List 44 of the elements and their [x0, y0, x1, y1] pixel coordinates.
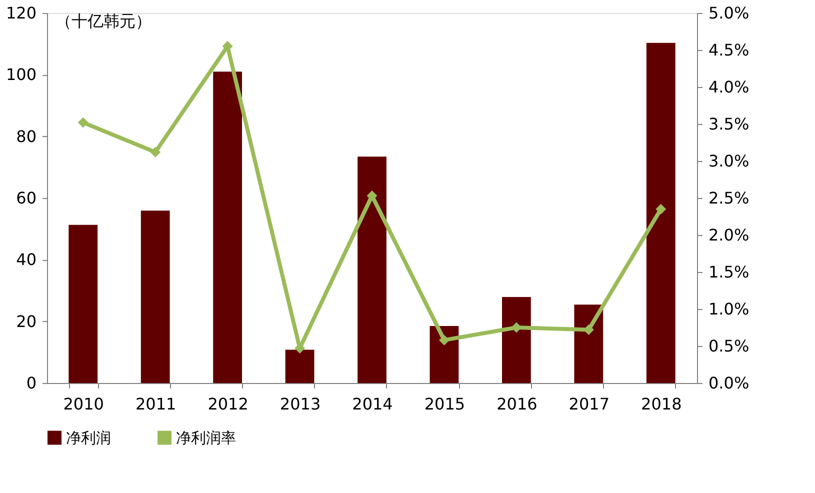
- y2-tick-label: 0.5%: [708, 336, 750, 356]
- point: [150, 146, 161, 158]
- y2-tick-label: 3.0%: [708, 152, 750, 170]
- y-tick-label: 0: [26, 374, 36, 392]
- bar: [213, 72, 242, 383]
- bar: [285, 350, 314, 383]
- y2-tick-label: 2.5%: [708, 188, 750, 208]
- x-tick-label: 2016: [496, 394, 538, 414]
- y2-tick-label: 1.5%: [708, 262, 750, 282]
- bar: [68, 224, 98, 383]
- y-tick-label: 60: [16, 188, 36, 208]
- y2-tick-label: 5.0%: [708, 4, 750, 22]
- point: [656, 204, 666, 214]
- y2-tick-label: 4.0%: [708, 78, 750, 96]
- bar: [358, 156, 386, 383]
- x-tick-label: 2018: [641, 394, 682, 414]
- x-tick-label: 2010: [63, 394, 104, 414]
- y-tick-label: 20: [16, 312, 36, 331]
- y-tick-label: 120: [6, 4, 36, 22]
- y2-tick-label: 0.0%: [708, 374, 750, 392]
- x-tick-label: 2012: [208, 394, 248, 414]
- y2-tick-label: 1.0%: [708, 300, 750, 318]
- bar: [574, 304, 604, 383]
- y-tick-label: 100: [6, 65, 36, 84]
- y2-tick-label: 4.5%: [708, 40, 750, 60]
- x-tick-label: 2015: [424, 394, 466, 414]
- bar: [430, 326, 459, 383]
- x-tick-label: 2011: [135, 394, 176, 414]
- point: [366, 190, 378, 202]
- bar: [140, 210, 170, 383]
- legend-label: 净利润率: [176, 428, 236, 447]
- x-tick-label: 2014: [352, 394, 393, 414]
- y-tick-label: 40: [16, 250, 36, 270]
- y-tick-label: 80: [16, 126, 36, 146]
- point: [78, 117, 88, 128]
- point: [438, 334, 450, 346]
- y2-tick-label: 3.5%: [708, 114, 750, 134]
- y-axis-title: （十亿韩元）: [56, 12, 152, 30]
- legend-label: 净利润: [66, 428, 111, 447]
- bar: [646, 42, 676, 383]
- y2-tick-label: 2.0%: [708, 226, 750, 244]
- x-tick-label: 2017: [568, 394, 610, 414]
- x-tick-label: 2013: [280, 394, 321, 414]
- bar: [502, 296, 531, 383]
